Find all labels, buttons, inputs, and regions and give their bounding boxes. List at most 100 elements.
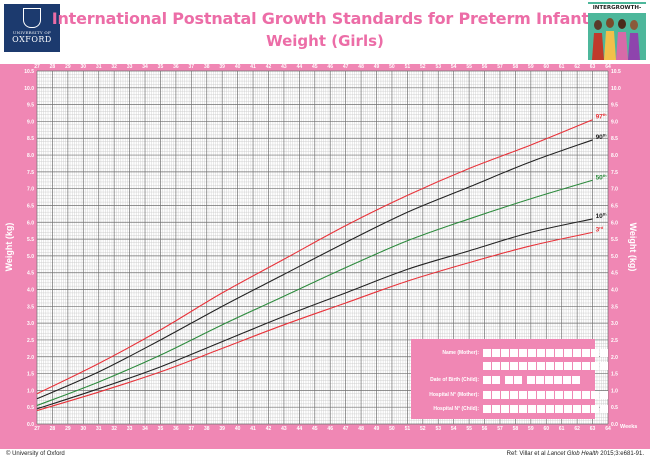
entry-box[interactable] (519, 349, 527, 357)
entry-box[interactable] (536, 376, 544, 384)
entry-box[interactable] (483, 376, 491, 384)
entry-box[interactable] (600, 405, 608, 413)
entry-box[interactable] (483, 405, 491, 413)
entry-box[interactable] (600, 362, 608, 370)
intergrowth-figures-icon (588, 13, 646, 60)
entry-box[interactable] (492, 391, 500, 399)
y-tick-label-right: 10.5 (611, 69, 621, 75)
entry-box[interactable] (510, 391, 518, 399)
entry-box[interactable] (573, 391, 581, 399)
x-tick-label: 43 (281, 426, 287, 432)
entry-box[interactable] (545, 376, 553, 384)
x-tick-label: 31 (96, 64, 102, 70)
entry-box[interactable] (555, 391, 563, 399)
x-tick-label: 33 (127, 64, 133, 70)
entry-box[interactable] (510, 362, 518, 370)
entry-box[interactable] (591, 405, 599, 413)
entry-box[interactable] (501, 349, 509, 357)
x-tick-label: 64 (605, 64, 611, 70)
entry-box[interactable] (537, 391, 545, 399)
entry-box[interactable] (573, 405, 581, 413)
entry-box[interactable] (537, 405, 545, 413)
entry-box[interactable] (528, 405, 536, 413)
entry-box[interactable] (564, 362, 572, 370)
entry-box[interactable] (519, 362, 527, 370)
entry-box[interactable] (546, 349, 554, 357)
x-tick-label: 42 (266, 64, 272, 70)
entry-box[interactable] (492, 405, 500, 413)
x-tick-label: 29 (65, 64, 71, 70)
info-row-name-mother: Name (Mother): (411, 347, 608, 359)
entry-box[interactable] (510, 405, 518, 413)
entry-box[interactable] (519, 405, 527, 413)
page-title: International Postnatal Growth Standards… (51, 9, 599, 28)
entry-box[interactable] (555, 349, 563, 357)
entry-box[interactable] (537, 349, 545, 357)
entry-box[interactable] (501, 405, 509, 413)
hospital-mother-label: Hospital N° (Mother): (429, 392, 479, 398)
entry-box[interactable] (563, 376, 571, 384)
entry-box[interactable] (505, 376, 513, 384)
entry-box[interactable] (528, 362, 536, 370)
entry-box[interactable] (573, 349, 581, 357)
x-tick-label: 64 (605, 426, 611, 432)
entry-box[interactable] (555, 362, 563, 370)
entry-box[interactable] (600, 349, 608, 357)
entry-box[interactable] (519, 391, 527, 399)
entry-box[interactable] (492, 362, 500, 370)
y-tick-label-left: 7.5 (27, 170, 34, 176)
x-tick-label: 38 (204, 64, 210, 70)
entry-box[interactable] (483, 362, 491, 370)
entry-box[interactable] (483, 391, 491, 399)
y-tick-label-left: 3.5 (27, 304, 34, 310)
entry-box[interactable] (554, 376, 562, 384)
entry-box[interactable] (572, 376, 580, 384)
entry-box[interactable] (582, 362, 590, 370)
entry-box[interactable] (510, 349, 518, 357)
dob-child-label: Date of Birth (Child): (430, 377, 479, 383)
x-tick-label: 56 (482, 64, 488, 70)
entry-box[interactable] (573, 362, 581, 370)
x-tick-label: 43 (281, 64, 287, 70)
y-tick-label-left: 10.0 (24, 86, 34, 92)
entry-box[interactable] (483, 349, 491, 357)
entry-box[interactable] (501, 391, 509, 399)
entry-box[interactable] (528, 391, 536, 399)
entry-box[interactable] (546, 405, 554, 413)
entry-box[interactable] (527, 376, 535, 384)
entry-box[interactable] (492, 349, 500, 357)
y-tick-label-right: 3.0 (611, 321, 618, 327)
entry-box[interactable] (564, 391, 572, 399)
entry-box[interactable] (582, 405, 590, 413)
entry-box[interactable] (582, 349, 590, 357)
footer-reference: Ref: Villar et al Lancet Glob Health 201… (507, 451, 644, 457)
entry-box[interactable] (546, 391, 554, 399)
y-tick-label-right: 6.5 (611, 203, 618, 209)
x-tick-label: 50 (389, 64, 395, 70)
entry-box[interactable] (501, 362, 509, 370)
curve-label-50th: 50th (596, 173, 608, 182)
y-tick-label-left: 6.5 (27, 203, 34, 209)
entry-box[interactable] (555, 405, 563, 413)
patient-info-panel: Name (Mother): Date of Birth (Child): Ho… (411, 339, 608, 419)
x-tick-label: 58 (513, 426, 519, 432)
entry-box[interactable] (564, 349, 572, 357)
entry-box[interactable] (600, 391, 608, 399)
entry-box[interactable] (546, 362, 554, 370)
y-tick-label-left: 6.0 (27, 220, 34, 226)
entry-box[interactable] (564, 405, 572, 413)
entry-box[interactable] (514, 376, 522, 384)
reference-suffix: 2015;3:e681-91. (598, 451, 644, 457)
x-tick-label: 62 (574, 64, 580, 70)
hospital-child-label: Hospital N° (Child): (433, 406, 479, 412)
info-row-name-mother-cont (411, 360, 608, 372)
entry-box[interactable] (528, 349, 536, 357)
curve-label-10th: 10th (596, 211, 608, 220)
entry-box[interactable] (591, 362, 599, 370)
x-tick-label: 48 (358, 64, 364, 70)
entry-box[interactable] (591, 349, 599, 357)
entry-box[interactable] (591, 391, 599, 399)
entry-box[interactable] (582, 391, 590, 399)
entry-box[interactable] (537, 362, 545, 370)
entry-box[interactable] (492, 376, 500, 384)
